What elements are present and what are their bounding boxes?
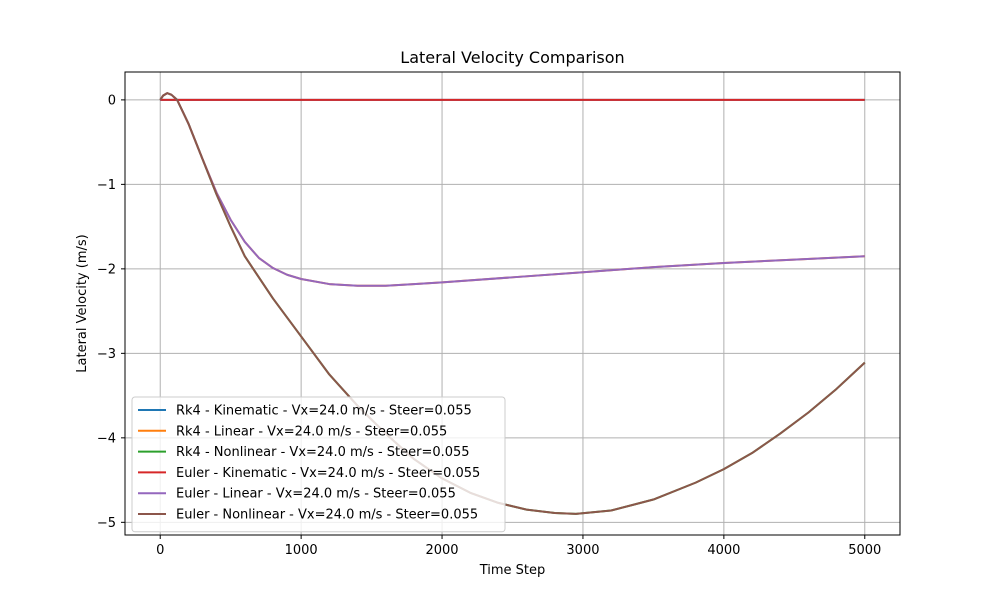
y-tick-label: −1	[97, 178, 116, 193]
y-tick-label: −3	[97, 347, 116, 362]
legend-label-5: Euler - Linear - Vx=24.0 m/s - Steer=0.0…	[176, 487, 456, 502]
legend-label-1: Rk4 - Kinematic - Vx=24.0 m/s - Steer=0.…	[176, 404, 472, 419]
x-axis-label: Time Step	[479, 563, 546, 578]
x-tick-label: 3000	[566, 543, 599, 558]
chart-title: Lateral Velocity Comparison	[400, 48, 624, 67]
y-tick-label: 0	[108, 93, 116, 108]
legend-label-3: Rk4 - Nonlinear - Vx=24.0 m/s - Steer=0.…	[176, 445, 470, 460]
x-tick-label: 4000	[707, 543, 740, 558]
x-tick-label: 2000	[425, 543, 458, 558]
legend: Rk4 - Kinematic - Vx=24.0 m/s - Steer=0.…	[131, 396, 506, 533]
axis-ticks: 0 1000 2000 3000 4000 5000 0 −1 −2 −3 −4 −5	[97, 93, 881, 558]
x-tick-label: 1000	[285, 543, 318, 558]
legend-label-2: Rk4 - Linear - Vx=24.0 m/s - Steer=0.055	[176, 424, 447, 439]
legend-label-4: Euler - Kinematic - Vx=24.0 m/s - Steer=…	[176, 466, 480, 481]
legend-label-6: Euler - Nonlinear - Vx=24.0 m/s - Steer=…	[176, 508, 478, 523]
y-tick-label: −4	[97, 431, 116, 446]
plot-area-frame	[124, 71, 901, 536]
x-tick-label: 5000	[848, 543, 881, 558]
y-axis-label: Lateral Velocity (m/s)	[75, 234, 90, 372]
x-tick-label: 0	[156, 543, 164, 558]
y-tick-label: −5	[97, 516, 116, 531]
legend-box	[131, 396, 506, 533]
y-tick-label: −2	[97, 262, 116, 277]
